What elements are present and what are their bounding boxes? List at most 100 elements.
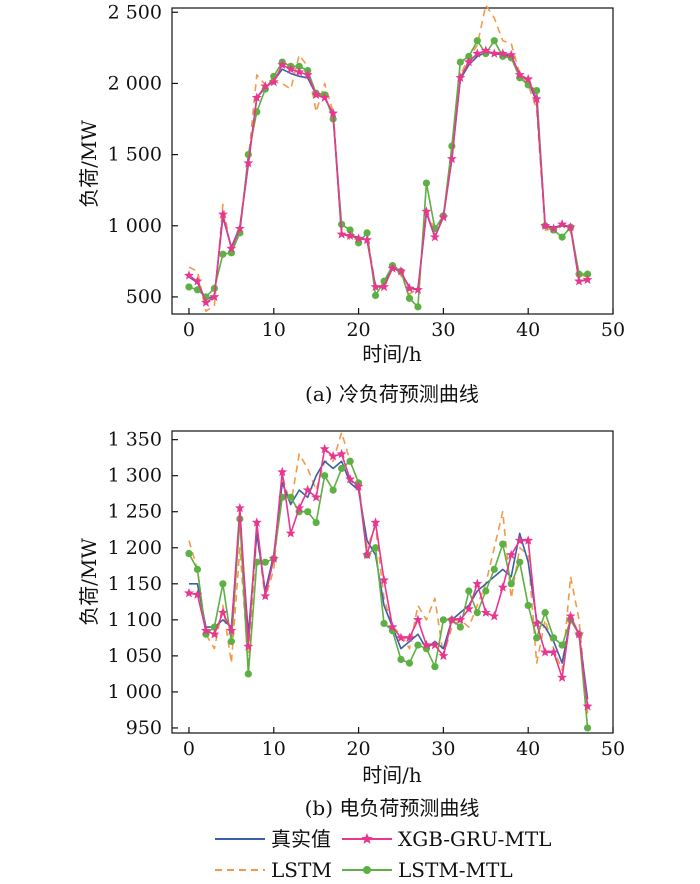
point-lstm-mtl-a [363,229,371,237]
point-xgb-gru-mtl-a [540,220,551,230]
point-xgb-gru-mtl-a [192,276,203,286]
point-xgb-gru-mtl-b [574,629,585,639]
point-xgb-gru-mtl-a [328,108,339,118]
point-xgb-gru-mtl-a [489,48,500,58]
point-lstm-mtl-b [405,659,414,667]
point-xgb-gru-mtl-b [285,528,296,538]
point-xgb-gru-mtl-b [565,611,576,621]
point-lstm-mtl-a [414,303,422,311]
x-tick-label-a: 0 [183,319,195,341]
point-xgb-gru-mtl-a [251,92,262,102]
point-xgb-gru-mtl-b [209,629,220,639]
point-xgb-gru-mtl-a [277,59,288,70]
point-xgb-gru-mtl-b [557,672,568,682]
point-lstm-mtl-b [533,634,541,642]
point-xgb-gru-mtl-a [480,45,491,55]
point-lstm-mtl-a [295,62,303,70]
point-lstm-mtl-b [346,457,354,465]
point-lstm-mtl-b [516,558,524,566]
y-tick-label-b: 1 350 [108,429,162,451]
point-lstm-mtl-b [185,549,193,558]
x-tick-label-b: 0 [183,738,195,760]
point-lstm-mtl-b [524,601,532,610]
point-xgb-gru-mtl-a [531,93,542,104]
point-xgb-gru-mtl-b [396,632,406,643]
point-xgb-gru-mtl-a [582,274,593,285]
point-xgb-gru-mtl-b [480,607,491,617]
x-tick-label-b: 40 [516,738,540,760]
point-lstm-mtl-b [558,641,566,649]
point-xgb-gru-mtl-b [251,517,262,527]
y-axis-label-b: 负荷/MW [77,538,101,626]
point-lstm-mtl-a [346,226,354,234]
point-xgb-gru-mtl-a [217,209,228,219]
point-xgb-gru-mtl-b [336,448,347,459]
x-tick-label-b: 20 [346,738,370,760]
point-xgb-gru-mtl-a [345,230,356,240]
x-tick-label-a: 10 [262,319,286,341]
point-xgb-gru-mtl-b [387,621,398,632]
point-xgb-gru-mtl-b [531,618,542,628]
point-lstm-mtl-a [533,86,541,95]
point-lstm-mtl-b [312,518,320,527]
point-xgb-gru-mtl-b [548,647,559,657]
point-xgb-gru-mtl-b [404,632,415,643]
y-tick-label-b: 1 050 [108,645,162,667]
point-xgb-gru-mtl-b [277,466,288,477]
point-lstm-mtl-b [304,508,312,516]
point-xgb-gru-mtl-a [438,212,449,222]
point-xgb-gru-mtl-a [260,81,271,91]
legend-circle-marker [363,866,371,874]
point-xgb-gru-mtl-b [540,647,551,657]
point-xgb-gru-mtl-a [234,223,245,233]
point-xgb-gru-mtl-a [463,56,474,67]
x-tick-label-b: 10 [262,738,286,760]
point-xgb-gru-mtl-a [404,283,415,293]
point-lstm-mtl-b [541,609,549,617]
point-xgb-gru-mtl-a [472,48,483,58]
point-lstm-mtl-b [227,637,235,646]
point-xgb-gru-mtl-a [413,284,423,295]
point-xgb-gru-mtl-b [226,625,237,635]
x-tick-label-a: 50 [601,319,625,341]
point-lstm-mtl-b [193,565,202,573]
point-lstm-mtl-b [287,493,295,501]
legend-item-lstm-mtl: LSTM-MTL [342,858,513,882]
point-xgb-gru-mtl-a [514,69,525,80]
y-tick-label-b: 1 250 [108,501,162,523]
point-xgb-gru-mtl-a [268,76,279,87]
point-xgb-gru-mtl-a [387,263,398,273]
point-lstm-mtl-a [371,291,380,300]
point-xgb-gru-mtl-a [557,219,568,229]
point-xgb-gru-mtl-b [345,474,356,484]
point-lstm-mtl-a [219,250,227,258]
point-lstm-mtl-b [550,634,558,642]
point-xgb-gru-mtl-a [396,266,406,276]
point-xgb-gru-mtl-b [489,611,500,621]
series-group-a [184,4,593,312]
point-xgb-gru-mtl-a [497,48,508,58]
x-tick-label-b: 30 [431,738,455,760]
plot-frame-a [171,7,614,315]
y-tick-label-b: 1 150 [108,573,162,595]
point-xgb-gru-mtl-b [438,650,449,661]
point-xgb-gru-mtl-b [472,578,483,589]
x-tick-label-a: 20 [346,319,370,341]
point-xgb-gru-mtl-a [209,291,220,302]
point-xgb-gru-mtl-a [421,206,432,216]
point-xgb-gru-mtl-b [429,639,440,650]
point-xgb-gru-mtl-b [582,701,593,711]
point-lstm-mtl-b [507,580,515,588]
legend-label-lstm-mtl: LSTM-MTL [398,858,513,882]
point-xgb-gru-mtl-a [319,92,330,102]
point-xgb-gru-mtl-b [192,589,203,599]
point-xgb-gru-mtl-b [302,484,313,495]
point-xgb-gru-mtl-b [379,575,389,585]
series-line-lstm-mtl-b [188,460,589,729]
point-xgb-gru-mtl-b [294,502,305,513]
y-tick-label-b: 950 [126,717,162,739]
point-lstm-mtl-b [371,544,380,552]
point-lstm-mtl-b [329,486,337,494]
point-xgb-gru-mtl-b [506,549,517,560]
